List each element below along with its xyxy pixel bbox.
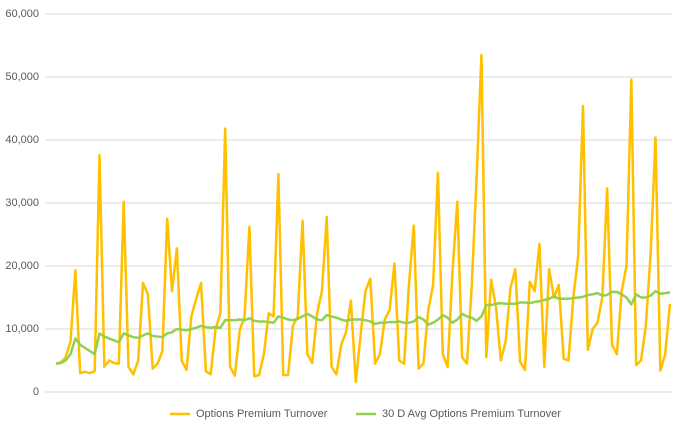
legend-label: 30 D Avg Options Premium Turnover: [382, 408, 561, 420]
legend-label: Options Premium Turnover: [196, 408, 328, 420]
y-tick-label: 10,000: [5, 323, 39, 335]
y-tick-label: 30,000: [5, 197, 39, 209]
series-line: [55, 53, 672, 384]
y-tick-label: 50,000: [5, 71, 39, 83]
y-tick-label: 60,000: [5, 8, 39, 20]
series-line: [55, 289, 671, 365]
y-tick-label: 20,000: [5, 260, 39, 272]
y-tick-label: 40,000: [5, 134, 39, 146]
y-tick-label: 0: [33, 386, 39, 398]
